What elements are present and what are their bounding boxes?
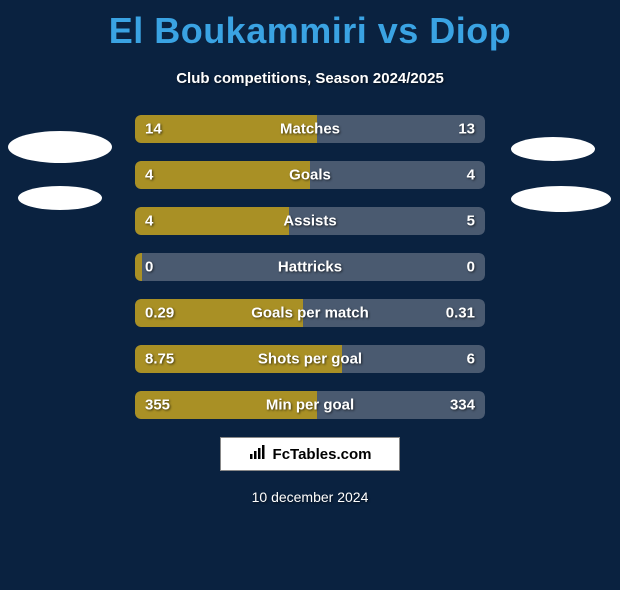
stats-bar-chart: 14 Matches 13 4 Goals 4 4 Assists 5 0 Hattricks 0 0.… bbox=[135, 115, 485, 419]
footer-date: 10 december 2024 bbox=[0, 489, 620, 505]
brand-name: FcTables.com bbox=[273, 446, 372, 463]
brand-badge: FcTables.com bbox=[220, 437, 400, 471]
stat-value-right: 0 bbox=[467, 259, 475, 276]
brand-chart-icon bbox=[249, 445, 267, 463]
stat-label: Assists bbox=[283, 213, 336, 230]
page-title: El Boukammiri vs Diop bbox=[0, 10, 620, 52]
stat-row: 4 Goals 4 bbox=[135, 161, 485, 189]
stat-value-left: 4 bbox=[145, 213, 153, 230]
page-subtitle: Club competitions, Season 2024/2025 bbox=[0, 70, 620, 87]
stat-label: Matches bbox=[280, 121, 340, 138]
stat-value-right: 5 bbox=[467, 213, 475, 230]
stat-row: 8.75 Shots per goal 6 bbox=[135, 345, 485, 373]
stat-value-left: 0 bbox=[145, 259, 153, 276]
bar-fill bbox=[135, 161, 310, 189]
stat-value-right: 0.31 bbox=[446, 305, 475, 322]
stat-label: Goals bbox=[289, 167, 331, 184]
team-logo-left-shape bbox=[18, 186, 102, 210]
stat-value-left: 8.75 bbox=[145, 351, 174, 368]
stat-label: Min per goal bbox=[266, 397, 354, 414]
stat-value-left: 0.29 bbox=[145, 305, 174, 322]
bar-fill bbox=[135, 207, 289, 235]
stat-value-left: 4 bbox=[145, 167, 153, 184]
stat-row: 355 Min per goal 334 bbox=[135, 391, 485, 419]
stat-label: Goals per match bbox=[251, 305, 369, 322]
bar-fill bbox=[135, 253, 142, 281]
stat-value-left: 14 bbox=[145, 121, 162, 138]
team-logo-right-shape bbox=[511, 137, 595, 161]
stat-value-right: 6 bbox=[467, 351, 475, 368]
stat-label: Shots per goal bbox=[258, 351, 362, 368]
stat-row: 0.29 Goals per match 0.31 bbox=[135, 299, 485, 327]
team-logo-right-shape bbox=[511, 186, 611, 212]
stat-value-left: 355 bbox=[145, 397, 170, 414]
stat-value-right: 13 bbox=[458, 121, 475, 138]
stat-row: 0 Hattricks 0 bbox=[135, 253, 485, 281]
stat-row: 4 Assists 5 bbox=[135, 207, 485, 235]
stat-value-right: 4 bbox=[467, 167, 475, 184]
team-logo-left-shape bbox=[8, 131, 112, 163]
stat-label: Hattricks bbox=[278, 259, 342, 276]
stat-row: 14 Matches 13 bbox=[135, 115, 485, 143]
stat-value-right: 334 bbox=[450, 397, 475, 414]
